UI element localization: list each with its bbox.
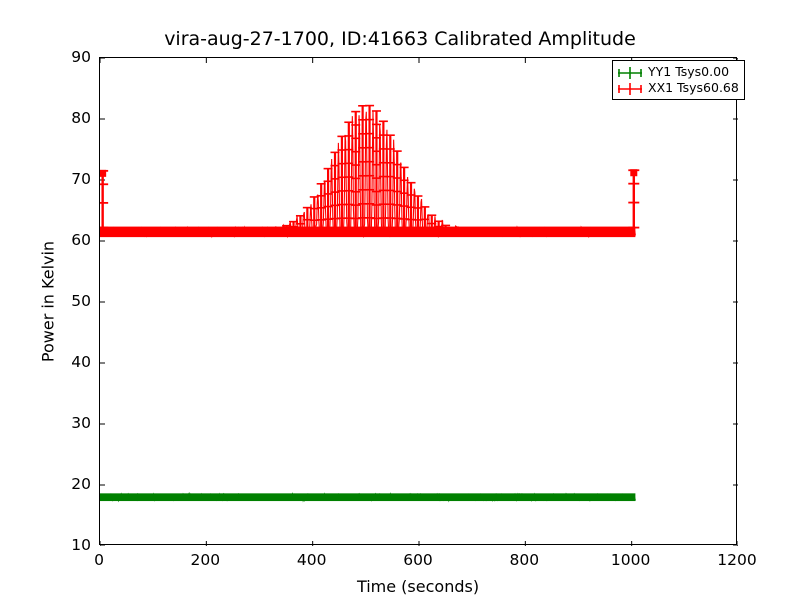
x-axis-tick-label: 600	[403, 551, 433, 569]
x-axis-tick-label: 0	[94, 551, 104, 569]
y-axis-tick-label: 80	[71, 109, 91, 127]
legend-label: XX1 Tsys60.68	[648, 80, 739, 95]
x-axis-tick-label: 1200	[717, 551, 757, 569]
legend-swatch-icon	[617, 65, 643, 79]
y-axis-tick-label: 10	[71, 536, 91, 554]
legend-item: YY1 Tsys0.00	[617, 64, 739, 80]
x-axis-tick-label: 1000	[610, 551, 651, 569]
y-axis-tick-label: 40	[71, 353, 91, 371]
legend-swatch-icon	[617, 81, 643, 95]
plot-area	[99, 57, 738, 546]
x-axis-label: Time (seconds)	[356, 577, 480, 596]
y-axis-tick-label: 50	[71, 292, 91, 310]
plot-svg	[100, 58, 738, 546]
data-series-layer	[100, 104, 640, 503]
legend-label: YY1 Tsys0.00	[648, 64, 730, 79]
y-axis-tick-labels: 10 20 30 40 50 60 70 80 90	[47, 48, 91, 554]
y-axis-tick-label: 90	[71, 48, 91, 66]
x-axis-tick-label: 200	[190, 551, 221, 569]
y-axis-label: Power in Kelvin	[38, 240, 58, 363]
legend-item: XX1 Tsys60.68	[617, 80, 739, 96]
x-axis-tick-label: 400	[296, 551, 327, 569]
page-title: vira-aug-27-1700, ID:41663 Calibrated Am…	[164, 28, 636, 50]
x-axis-tick-label: 800	[509, 551, 540, 569]
axis-ticks	[100, 58, 738, 546]
legend: YY1 Tsys0.00 XX1 Tsys60.68	[612, 60, 745, 100]
y-axis-tick-label: 70	[71, 170, 91, 188]
y-axis-tick-label: 30	[71, 414, 91, 432]
y-axis-tick-label: 60	[71, 231, 91, 249]
x-axis-tick-labels: 0 200 400 600 800 1000 1200	[94, 551, 757, 575]
y-axis-tick-label: 20	[71, 475, 91, 493]
